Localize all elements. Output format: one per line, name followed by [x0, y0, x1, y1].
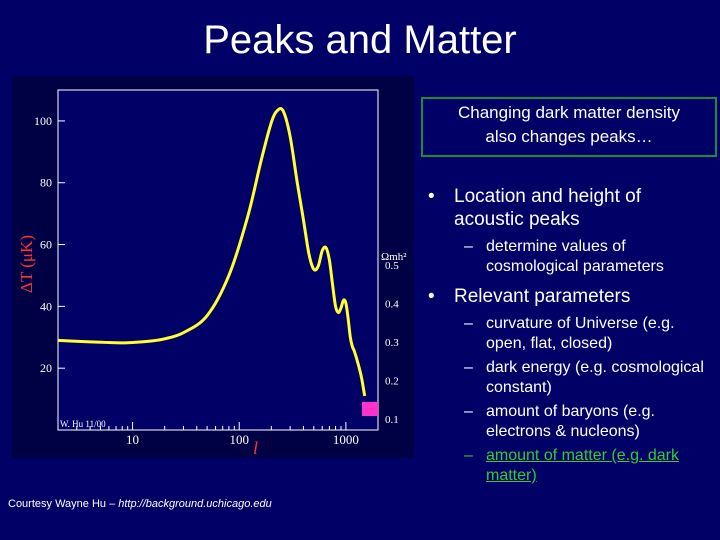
plot-area	[57, 89, 379, 431]
callout-box: Changing dark matter density also change…	[421, 97, 717, 157]
y-tick-label: 40	[40, 299, 52, 313]
credit-line: Courtesy Wayne Hu – http://background.uc…	[8, 498, 272, 510]
slider-tick-label: 0.3	[385, 337, 399, 349]
power-spectrum-line	[57, 107, 367, 397]
y-axis-label: ΔT (μK)	[17, 235, 36, 293]
bullet-list: Location and height of acoustic peaks de…	[424, 185, 714, 490]
x-tick-label: 1000	[333, 432, 359, 447]
slider-tick-label: 0.4	[385, 299, 399, 311]
sub-bullet-item: curvature of Universe (e.g. open, flat, …	[424, 314, 714, 354]
callout-line-2: also changes peaks…	[485, 127, 653, 146]
slider-label: Ωmh²	[381, 251, 407, 263]
corner-label: W. Hu 11/00	[60, 419, 106, 429]
bullet-item: Location and height of acoustic peaks	[424, 185, 714, 231]
power-spectrum-figure: 20 40 60 80 100 10 100 1000 W. Hu 11/00 l ΔT (…	[12, 76, 414, 458]
x-axis-label: l	[253, 438, 258, 458]
credit-url[interactable]: http://background.uchicago.edu	[118, 498, 272, 510]
y-tick-label: 80	[40, 176, 52, 190]
sub-bullet-item: dark energy (e.g. cosmological constant)	[424, 358, 714, 398]
sub-bullet-item-highlight[interactable]: amount of matter (e.g. dark matter)	[424, 446, 714, 486]
slider-tick-label: 0.5	[385, 260, 399, 272]
power-spectrum-chart: 20 40 60 80 100 10 100 1000 W. Hu 11/00 l ΔT (…	[17, 89, 407, 458]
slide-title: Peaks and Matter	[203, 18, 517, 62]
y-tick-label: 100	[34, 114, 52, 128]
y-tick-label: 60	[40, 238, 52, 252]
slider-tick-label: 0.2	[385, 376, 399, 388]
slider-tick-label: 0.1	[385, 414, 399, 426]
slider-handle[interactable]	[362, 402, 378, 416]
x-tick-label: 100	[229, 432, 249, 447]
x-tick-label: 10	[126, 432, 139, 447]
sub-bullet-item: determine values of cosmological paramet…	[424, 237, 714, 277]
callout-line-1: Changing dark matter density	[457, 103, 681, 122]
y-tick-label: 20	[40, 361, 52, 375]
bullet-item: Relevant parameters	[424, 285, 714, 308]
credit-prefix: Courtesy Wayne Hu –	[8, 498, 119, 510]
sub-bullet-item: amount of baryons (e.g. electrons & nucl…	[424, 402, 714, 442]
